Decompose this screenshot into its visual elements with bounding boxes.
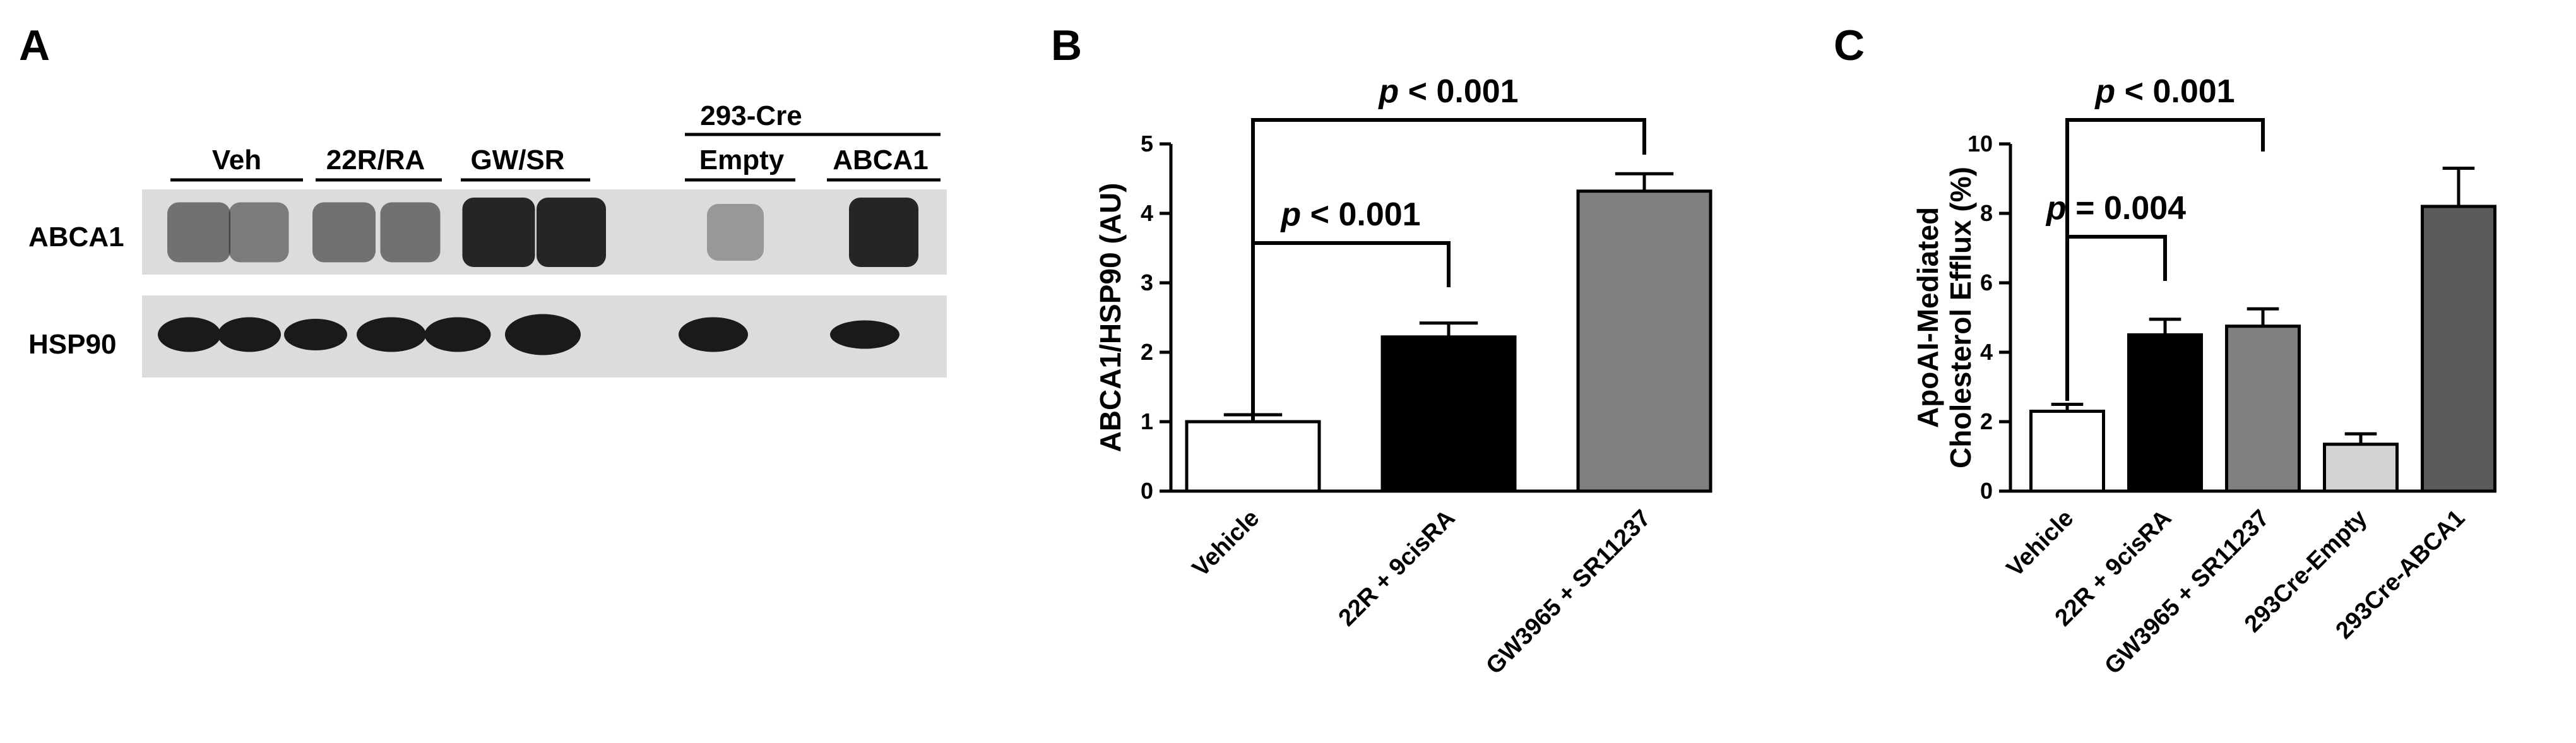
significance-bracket (2065, 235, 2167, 325)
x-tick-label: Vehicle (2002, 505, 2079, 582)
blot-band (679, 317, 748, 352)
blot-row-label-hsp90: HSP90 (28, 329, 116, 360)
y-tick-label: 3 (1141, 270, 1153, 295)
y-tick-label: 2 (1141, 339, 1153, 365)
y-tick-label: 4 (1141, 200, 1153, 226)
blot-band (357, 317, 426, 352)
p-value-label: p < 0.001 (1279, 196, 1420, 233)
y-axis-label: ABCA1/HSP90 (AU) (1094, 183, 1127, 453)
blot-group-header: 293-Cre (700, 100, 802, 131)
blot-band (424, 317, 491, 352)
significance-bracket (1251, 241, 1451, 412)
bar (2029, 410, 2105, 493)
bar (1380, 335, 1517, 493)
p-value-label: p = 0.004 (2045, 190, 2186, 227)
blot-group-abca1: ABCA1 (833, 145, 929, 175)
blot-band (707, 204, 764, 261)
blot-bands-abca1 (167, 198, 918, 267)
panel-letter-a: A (19, 21, 50, 69)
p-value-label: p < 0.001 (1377, 73, 1518, 110)
x-tick-label: Vehicle (1187, 505, 1264, 582)
blot-band (462, 198, 535, 267)
blot-row-label-abca1: ABCA1 (28, 222, 124, 253)
blot-band (537, 198, 606, 267)
blot-band (380, 202, 441, 263)
p-value-label: p < 0.001 (2094, 73, 2235, 110)
blot-band (312, 202, 376, 263)
blot-group-gw-sr: GW/SR (470, 145, 564, 175)
bar (1185, 420, 1321, 493)
western-blot: 293-Cre Veh 22R/RA GW/SR Empty ABCA1 ABC… (28, 100, 947, 377)
blot-band (229, 202, 289, 263)
y-tick-label: 8 (1980, 200, 1993, 226)
blot-band (284, 319, 347, 350)
x-tick-label: GW3965 + SR11237 (1481, 505, 1656, 680)
x-tick-label: 22R + 9cisRA (1334, 505, 1461, 632)
bar (2323, 443, 2399, 493)
bar (2421, 205, 2496, 493)
y-tick-label: 6 (1980, 270, 1993, 295)
blot-band (158, 317, 221, 352)
y-tick-label: 1 (1141, 408, 1153, 434)
blot-group-22r-ra: 22R/RA (326, 145, 425, 175)
blot-band (505, 314, 581, 355)
chart-c: 0 2 4 6 8 10 ApoAI-MediatedCholesterol Efflux … (1911, 73, 2496, 680)
y-tick-label: 2 (1980, 408, 1993, 434)
blot-group-veh: Veh (212, 145, 261, 175)
chart-b: 0 1 2 3 4 5 ABCA1/HSP90 (AU) Vehicle 22R + 9cisR… (1094, 73, 1712, 680)
blot-band (830, 320, 899, 349)
blot-band (849, 198, 918, 267)
blot-group-empty: Empty (699, 145, 785, 175)
blot-bands-hsp90 (158, 314, 899, 355)
y-tick-label: 10 (1968, 131, 1993, 157)
panel-letter-c: C (1834, 21, 1865, 69)
y-tick-label: 0 (1980, 478, 1993, 504)
y-tick-label: 0 (1141, 478, 1153, 504)
bar (2225, 324, 2301, 493)
y-axis-label: ApoAI-MediatedCholesterol Efflux (%) (1911, 167, 1977, 468)
panel-letter-b: B (1051, 21, 1082, 69)
y-tick-label: 5 (1141, 131, 1153, 157)
bar (2127, 333, 2203, 493)
blot-band (218, 317, 281, 352)
bar (1576, 189, 1712, 493)
y-tick-label: 4 (1980, 339, 1993, 365)
blot-band (167, 202, 230, 263)
x-tick-label: GW3965 + SR11237 (2099, 505, 2274, 680)
